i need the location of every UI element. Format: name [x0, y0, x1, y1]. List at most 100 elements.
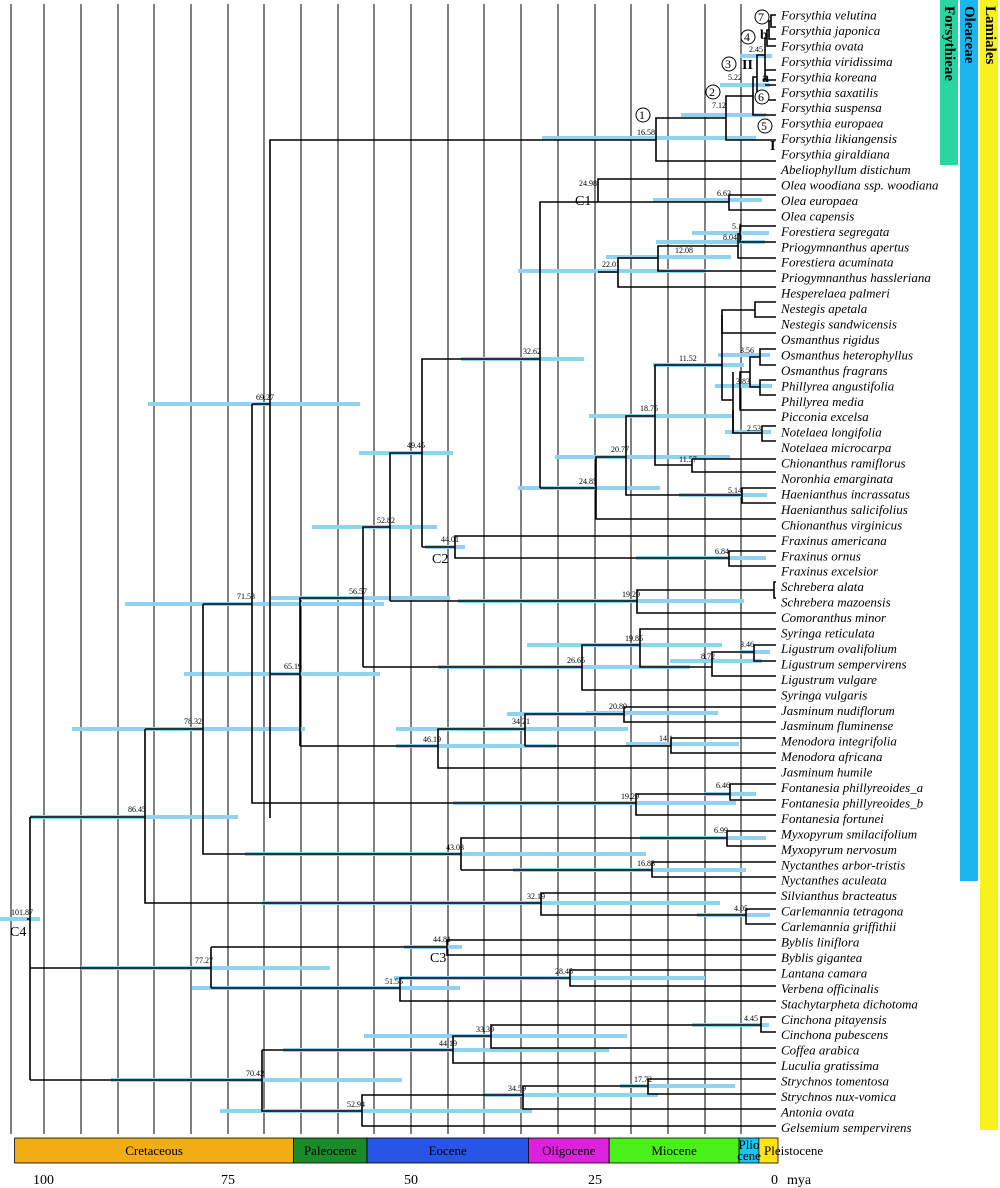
- node-age: 8.04: [723, 233, 737, 242]
- taxon-label: Lantana camara: [780, 965, 868, 980]
- node-age: 78.32: [184, 717, 202, 726]
- node-age: 6.99: [714, 826, 728, 835]
- branch: [460, 830, 776, 870]
- branch: [522, 1078, 776, 1110]
- node-age: 16.58: [637, 128, 655, 137]
- taxon-label: Nyctanthes aculeata: [780, 873, 887, 888]
- node-age: 3.46: [740, 640, 754, 649]
- branch: [768, 14, 776, 40]
- branch: [211, 939, 776, 956]
- branch: [737, 225, 776, 259]
- branch: [144, 729, 541, 904]
- taxon-label: Schrebera mazoensis: [781, 595, 891, 610]
- taxon-label: Forsythia suspensa: [780, 100, 882, 115]
- taxon-label: Strychnos tomentosa: [781, 1074, 889, 1089]
- time-axis: 100 75 50 25 0 mya: [33, 1173, 812, 1188]
- node-age: 5.22: [728, 73, 742, 82]
- lamiales-label: Lamiales: [982, 6, 998, 64]
- period-label: Cretaceous: [125, 1143, 183, 1158]
- branch: [251, 404, 636, 804]
- node-marker-3: 3: [721, 56, 737, 72]
- taxon-label: Haenianthus salicifolius: [780, 502, 908, 517]
- taxon-label: Osmanthus rigidus: [781, 332, 880, 347]
- branch: [739, 356, 776, 411]
- axis-tick-label: 100: [33, 1173, 54, 1188]
- node-age: 44.01: [441, 535, 459, 544]
- branch: [764, 29, 776, 81]
- node-age: 6.63: [717, 189, 731, 198]
- taxon-label: Myxopyrum nervosum: [780, 842, 897, 857]
- taxon-label: Byblis liniflora: [781, 935, 860, 950]
- branch: [625, 415, 776, 504]
- svg-text:2: 2: [709, 85, 715, 99]
- node-age: 32.19: [527, 892, 545, 901]
- taxon-label: Osmanthus fragrans: [781, 363, 888, 378]
- node-age: 26.65: [567, 656, 585, 665]
- node-age: 86.45: [128, 805, 146, 814]
- lamiales-band: [980, 0, 998, 1130]
- geologic-time-scale: Cretaceous Paleocene Eocene Oligocene Miocen…: [14, 1137, 823, 1164]
- node-age: 20.77: [611, 445, 629, 454]
- branch: [539, 201, 618, 488]
- axis-tick-label: 50: [404, 1173, 418, 1188]
- period-label: Plio: [739, 1137, 760, 1152]
- taxon-label: Osmanthus heterophyllus: [781, 347, 913, 362]
- node-age: 70.42: [246, 1069, 264, 1078]
- svg-text:7: 7: [758, 10, 764, 24]
- taxon-label: Chionanthus ramiflorus: [781, 456, 906, 471]
- taxon-label: Syringa reticulata: [781, 626, 875, 641]
- taxon-label: Forsythia saxatilis: [780, 85, 878, 100]
- clade-label-c2: C2: [432, 552, 448, 567]
- taxon-label: Forsythia giraldiana: [780, 147, 890, 162]
- taxon-label: Forsythia viridissima: [780, 54, 893, 69]
- taxon-label: Jasminum humile: [781, 765, 873, 780]
- branch: [421, 358, 596, 547]
- branch: [490, 1016, 776, 1049]
- taxon-label: Phillyrea media: [780, 394, 864, 409]
- period-label: Pleistocene: [764, 1143, 823, 1158]
- taxon-label: Fontanesia fortunei: [780, 811, 884, 826]
- taxon-label: Ligustrum sempervirens: [780, 656, 907, 671]
- period-label: Paleocene: [304, 1143, 357, 1158]
- svg-text:3: 3: [725, 57, 731, 71]
- node-age: 2.45: [749, 45, 763, 54]
- clade-label-c1: C1: [575, 194, 591, 209]
- node-marker-7: 7: [754, 9, 770, 25]
- taxon-label: Cinchona pubescens: [781, 1027, 888, 1042]
- branch: [261, 1050, 776, 1127]
- taxon-label: Fraxinus americana: [780, 533, 887, 548]
- branch: [27, 817, 262, 1081]
- node-age: 6.46: [716, 781, 730, 790]
- node-age: 51.55: [385, 977, 403, 986]
- node-age: 24.98: [579, 179, 597, 188]
- node-age: 43.03: [446, 843, 464, 852]
- svg-text:6: 6: [758, 90, 764, 104]
- taxonomic-bands: Lamiales Oleaceae Forsythieae: [940, 0, 998, 1130]
- node-age: 14.1: [659, 734, 673, 743]
- taxon-label: Olea capensis: [781, 208, 854, 223]
- hpd-bars: [0, 54, 772, 1113]
- taxon-label: Jasminum nudiflorum: [781, 703, 895, 718]
- node-age: 77.27: [195, 956, 213, 965]
- taxon-label: Forsythia velutina: [780, 8, 877, 23]
- taxon-label: Nyctanthes arbor-tristis: [780, 857, 905, 872]
- oleaceae-label: Oleaceae: [961, 6, 977, 64]
- branch: [202, 604, 776, 878]
- node-age: 5.14: [728, 486, 742, 495]
- taxon-label: Priogymnanthus apertus: [780, 239, 909, 254]
- taxon-label: Strychnos nux-vomica: [781, 1089, 897, 1104]
- node-age: 8.72: [701, 652, 715, 661]
- period-block: [608, 1137, 740, 1164]
- taxon-label: Cinchona pitayensis: [781, 1012, 887, 1027]
- node-age: 11.57: [679, 455, 697, 464]
- taxon-label: Verbena officinalis: [781, 981, 879, 996]
- group-marker-ii: II: [742, 58, 753, 73]
- taxon-label: Myxopyrum smilacifolium: [780, 826, 917, 841]
- axis-tick-label: 25: [588, 1173, 602, 1188]
- group-markers: I II a b: [742, 28, 775, 154]
- taxon-label: Gelsemium sempervirens: [781, 1120, 912, 1135]
- branch: [540, 892, 776, 925]
- clade-label-c4: C4: [10, 925, 26, 940]
- branch: [262, 1035, 776, 1064]
- taxon-label: Comoranthus minor: [781, 610, 887, 625]
